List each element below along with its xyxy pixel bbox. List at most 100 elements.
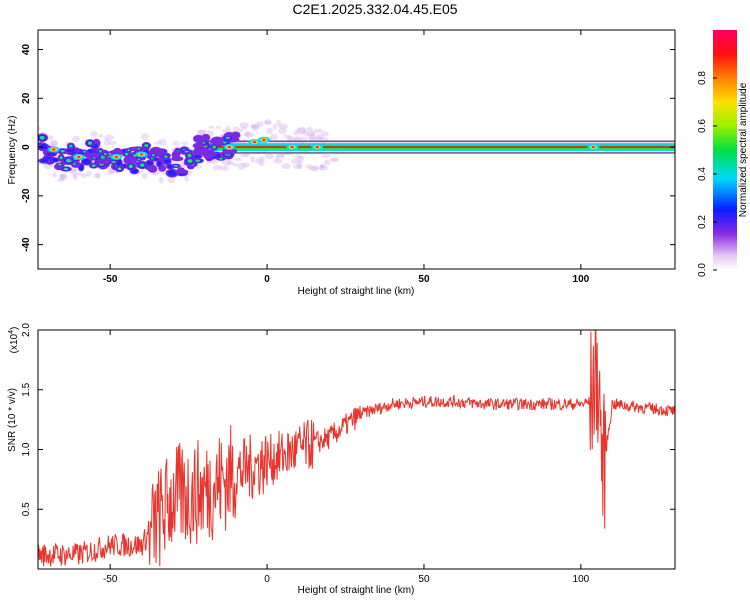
spectrogram-halo bbox=[71, 135, 80, 142]
spectrogram-blob bbox=[82, 159, 91, 165]
spectrogram-blob bbox=[201, 133, 211, 142]
spectrogram-ytick-label: 0 bbox=[21, 144, 32, 150]
spectrogram-halo bbox=[51, 141, 58, 147]
spectrogram-halo bbox=[153, 141, 163, 145]
spectrogram-halo bbox=[275, 155, 280, 162]
spectrogram-halo bbox=[38, 126, 41, 131]
spectrogram-halo bbox=[278, 127, 287, 135]
spectrogram-halo bbox=[309, 165, 320, 172]
spectrogram-blob bbox=[87, 141, 93, 145]
spectrogram-halo bbox=[226, 160, 234, 166]
spectrogram-halo bbox=[158, 176, 164, 184]
colorbar-gradient bbox=[713, 30, 737, 270]
spectrogram-blob bbox=[87, 149, 94, 154]
spectrogram-halo bbox=[323, 159, 331, 166]
snr-ytick-label: 1.5 bbox=[21, 382, 32, 396]
spectrogram-halo bbox=[244, 131, 251, 136]
spectrogram-halo bbox=[305, 164, 313, 169]
spectrogram-halo bbox=[306, 126, 313, 132]
snr-multiplier-base: (x10 bbox=[9, 333, 20, 353]
spectrogram-halo bbox=[59, 173, 68, 180]
spectrogram-halo bbox=[187, 170, 193, 176]
spectrogram-halo bbox=[281, 163, 292, 170]
spectrogram-halo bbox=[292, 164, 302, 170]
snr-xtick-label: 0 bbox=[264, 574, 270, 585]
spectrogram-halo bbox=[98, 133, 104, 138]
spectrogram-peak-core bbox=[315, 146, 320, 149]
spectrogram-halo bbox=[140, 133, 150, 141]
snr-plot-area bbox=[38, 330, 675, 569]
spectrogram-blob bbox=[173, 165, 178, 167]
spectrogram-halo bbox=[254, 157, 263, 165]
spectrogram-halo bbox=[253, 125, 258, 130]
spectrogram-halo bbox=[56, 177, 65, 182]
spectrogram-ylabel: Frequency (Hz) bbox=[7, 116, 18, 185]
colorbar-tick-label: 0.6 bbox=[697, 119, 708, 133]
spectrogram-halo bbox=[221, 128, 232, 133]
spectrogram-halo bbox=[321, 154, 332, 158]
snr-xtick-label: -50 bbox=[103, 574, 118, 585]
spectrogram-blob bbox=[137, 158, 141, 161]
spectrogram-blob bbox=[64, 168, 67, 170]
spectrogram-halo bbox=[208, 125, 215, 129]
spectrogram-peak-core bbox=[51, 148, 56, 151]
spectrogram-halo bbox=[197, 129, 207, 135]
spectrogram-halo bbox=[242, 162, 251, 168]
spectrogram-halo bbox=[107, 170, 114, 176]
spectrogram-halo bbox=[307, 133, 316, 141]
spectrogram-halo bbox=[282, 134, 292, 138]
colorbar: 0.0 0.2 0.4 0.6 0.8 Normalized spectral ampl… bbox=[697, 30, 749, 277]
spectrogram-ticks: -50 0 50 100 -40 -20 0 20 40 bbox=[21, 30, 675, 285]
spectrogram-halo bbox=[264, 120, 272, 125]
snr-ytick-label: 2.0 bbox=[21, 323, 32, 337]
spectrogram-halo bbox=[239, 122, 249, 129]
spectrogram-blob bbox=[59, 156, 63, 160]
spectrogram-halo bbox=[296, 160, 303, 168]
spectrogram-halo bbox=[258, 156, 265, 163]
spectrogram-ytick-label: -40 bbox=[21, 237, 32, 252]
spectrogram-blob bbox=[112, 147, 123, 156]
spectrogram-halo bbox=[215, 125, 221, 130]
snr-series-clip bbox=[38, 330, 675, 567]
spectrogram-blob bbox=[151, 153, 155, 157]
spectrogram-halo bbox=[278, 123, 289, 130]
spectrogram-halo bbox=[72, 172, 77, 179]
spectrogram-halo bbox=[233, 157, 240, 161]
spectrogram-halo bbox=[286, 135, 294, 140]
spectrogram-halo bbox=[319, 164, 325, 168]
snr-multiplier-close: ) bbox=[9, 327, 20, 330]
spectrogram-halo bbox=[265, 153, 274, 160]
spectrogram-blob bbox=[65, 148, 76, 152]
spectrogram-halo bbox=[95, 173, 101, 179]
colorbar-tick-label: 0.4 bbox=[697, 167, 708, 181]
spectrogram-blob bbox=[185, 151, 188, 152]
spectrogram-xtick-label: 100 bbox=[573, 274, 590, 285]
spectrogram-blob bbox=[51, 157, 59, 162]
spectrogram-blob bbox=[225, 136, 231, 139]
snr-ylabel: SNR (10 * v/v) bbox=[7, 388, 18, 452]
spectrogram-halo bbox=[220, 165, 230, 171]
spectrogram-halo bbox=[70, 168, 78, 173]
spectrogram-blob bbox=[171, 150, 181, 160]
spectrogram-cells bbox=[38, 119, 675, 184]
spectrogram-blob bbox=[39, 144, 48, 150]
spectrogram-halo bbox=[269, 133, 278, 141]
spectrogram-blob bbox=[187, 159, 193, 163]
spectrogram-ytick-label: -20 bbox=[21, 188, 32, 203]
spectrogram-halo bbox=[320, 164, 325, 169]
spectrogram-blob bbox=[210, 136, 224, 146]
spectrogram-xlabel: Height of straight line (km) bbox=[298, 286, 415, 297]
spectrogram-halo bbox=[297, 155, 305, 162]
spectrogram-blob bbox=[157, 160, 162, 167]
colorbar-tick-label: 0.2 bbox=[697, 215, 708, 229]
spectrogram-halo bbox=[194, 165, 203, 170]
spectrogram-blob bbox=[147, 164, 158, 173]
spectrogram-halo bbox=[330, 157, 339, 163]
spectrogram-blob bbox=[103, 152, 107, 156]
spectrogram-halo bbox=[310, 131, 316, 137]
spectrogram-halo bbox=[80, 173, 88, 178]
spectrogram-blob bbox=[139, 163, 145, 167]
spectrogram-ytick-label: 40 bbox=[21, 44, 32, 56]
spectrogram-heat-layer bbox=[38, 119, 675, 184]
